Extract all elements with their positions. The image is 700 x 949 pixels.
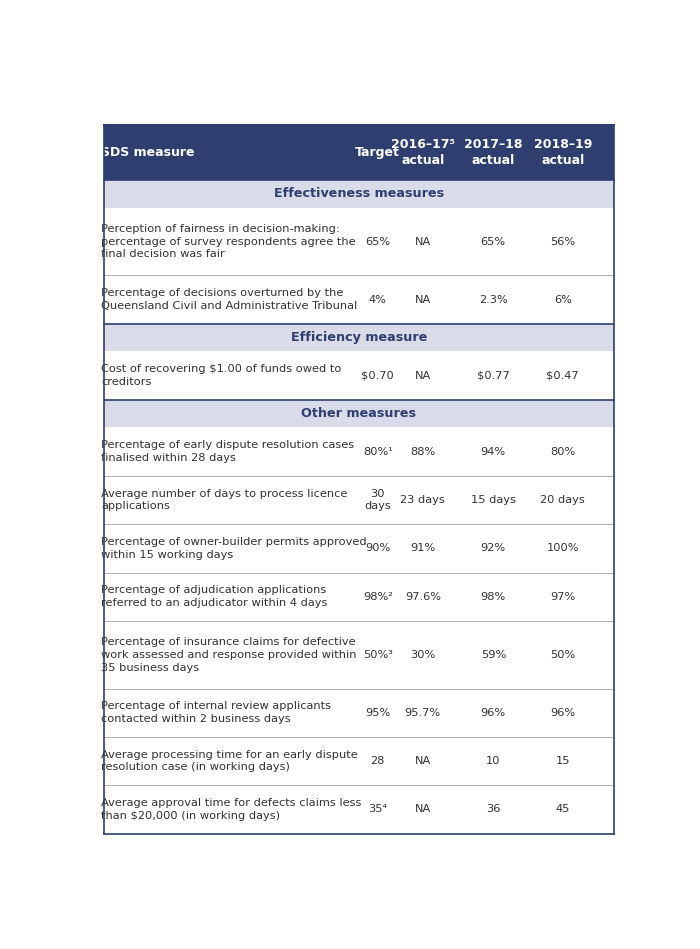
Text: 30%: 30% — [410, 650, 435, 660]
Bar — [104, 785, 614, 833]
Text: Average approval time for defects claims less
than $20,000 (in working days): Average approval time for defects claims… — [101, 798, 361, 821]
Text: 80%: 80% — [550, 447, 575, 456]
Text: Percentage of adjudication applications
referred to an adjudicator within 4 days: Percentage of adjudication applications … — [101, 586, 328, 608]
Bar — [104, 180, 614, 208]
Text: 4%: 4% — [369, 294, 386, 305]
Text: 98%: 98% — [481, 592, 506, 602]
Text: 50%: 50% — [550, 650, 575, 660]
Text: 95%: 95% — [365, 708, 391, 717]
Text: Percentage of internal review applicants
contacted within 2 business days: Percentage of internal review applicants… — [101, 701, 331, 724]
Text: 88%: 88% — [410, 447, 435, 456]
Text: 23 days: 23 days — [400, 495, 445, 505]
Text: 92%: 92% — [481, 544, 506, 553]
Bar — [104, 275, 614, 324]
Text: 100%: 100% — [547, 544, 579, 553]
Text: NA: NA — [414, 294, 431, 305]
Text: SDS measure: SDS measure — [101, 146, 195, 159]
Text: Perception of fairness in decision-making:
percentage of survey respondents agre: Perception of fairness in decision-makin… — [101, 224, 356, 259]
Text: 95.7%: 95.7% — [405, 708, 441, 717]
Text: Percentage of owner-builder permits approved
within 15 working days: Percentage of owner-builder permits appr… — [101, 537, 367, 560]
Text: NA: NA — [414, 756, 431, 766]
Text: 96%: 96% — [550, 708, 575, 717]
Bar — [104, 208, 614, 275]
Text: 2016–17⁵
actual: 2016–17⁵ actual — [391, 138, 455, 167]
Text: 56%: 56% — [550, 236, 575, 247]
Text: 97.6%: 97.6% — [405, 592, 441, 602]
Text: NA: NA — [414, 805, 431, 814]
Text: $0.77: $0.77 — [477, 370, 510, 381]
Text: Percentage of insurance claims for defective
work assessed and response provided: Percentage of insurance claims for defec… — [101, 637, 356, 673]
Text: 91%: 91% — [410, 544, 435, 553]
Text: Percentage of early dispute resolution cases
finalised within 28 days: Percentage of early dispute resolution c… — [101, 440, 354, 463]
Text: 94%: 94% — [481, 447, 506, 456]
Bar — [104, 125, 614, 180]
Text: Cost of recovering $1.00 of funds owed to
creditors: Cost of recovering $1.00 of funds owed t… — [101, 364, 342, 387]
Text: 6%: 6% — [554, 294, 572, 305]
Text: Efficiency measure: Efficiency measure — [290, 331, 427, 344]
Text: 65%: 65% — [481, 236, 506, 247]
Text: $0.47: $0.47 — [547, 370, 579, 381]
Bar — [104, 524, 614, 572]
Text: 50%³: 50%³ — [363, 650, 393, 660]
Text: Target: Target — [356, 146, 400, 159]
Text: 35⁴: 35⁴ — [368, 805, 387, 814]
Text: 15 days: 15 days — [471, 495, 516, 505]
Text: Average number of days to process licence
applications: Average number of days to process licenc… — [101, 489, 347, 512]
Bar — [104, 475, 614, 524]
Text: 2017–18
actual: 2017–18 actual — [464, 138, 522, 167]
Bar — [104, 324, 614, 351]
Text: 65%: 65% — [365, 236, 391, 247]
Text: 90%: 90% — [365, 544, 391, 553]
Bar — [104, 689, 614, 736]
Text: 98%²: 98%² — [363, 592, 393, 602]
Text: Other measures: Other measures — [301, 407, 416, 420]
Bar — [104, 400, 614, 427]
Text: 45: 45 — [556, 805, 570, 814]
Text: 20 days: 20 days — [540, 495, 585, 505]
Text: 15: 15 — [556, 756, 570, 766]
Bar — [104, 572, 614, 621]
Text: $0.70: $0.70 — [361, 370, 394, 381]
Text: 36: 36 — [486, 805, 500, 814]
Text: 28: 28 — [370, 756, 385, 766]
Text: 96%: 96% — [481, 708, 506, 717]
Text: 97%: 97% — [550, 592, 575, 602]
Bar — [104, 427, 614, 475]
Text: 2.3%: 2.3% — [479, 294, 507, 305]
Text: 10: 10 — [486, 756, 500, 766]
Text: 2018–19
actual: 2018–19 actual — [533, 138, 592, 167]
Text: Effectiveness measures: Effectiveness measures — [274, 188, 444, 200]
Text: NA: NA — [414, 236, 431, 247]
Text: 30
days: 30 days — [365, 489, 391, 512]
Text: Percentage of decisions overturned by the
Queensland Civil and Administrative Tr: Percentage of decisions overturned by th… — [101, 288, 357, 311]
Text: 59%: 59% — [481, 650, 506, 660]
Text: 80%¹: 80%¹ — [363, 447, 393, 456]
Text: Average processing time for an early dispute
resolution case (in working days): Average processing time for an early dis… — [101, 750, 358, 772]
Text: NA: NA — [414, 370, 431, 381]
Bar — [104, 351, 614, 400]
Bar — [104, 736, 614, 785]
Bar — [104, 621, 614, 689]
